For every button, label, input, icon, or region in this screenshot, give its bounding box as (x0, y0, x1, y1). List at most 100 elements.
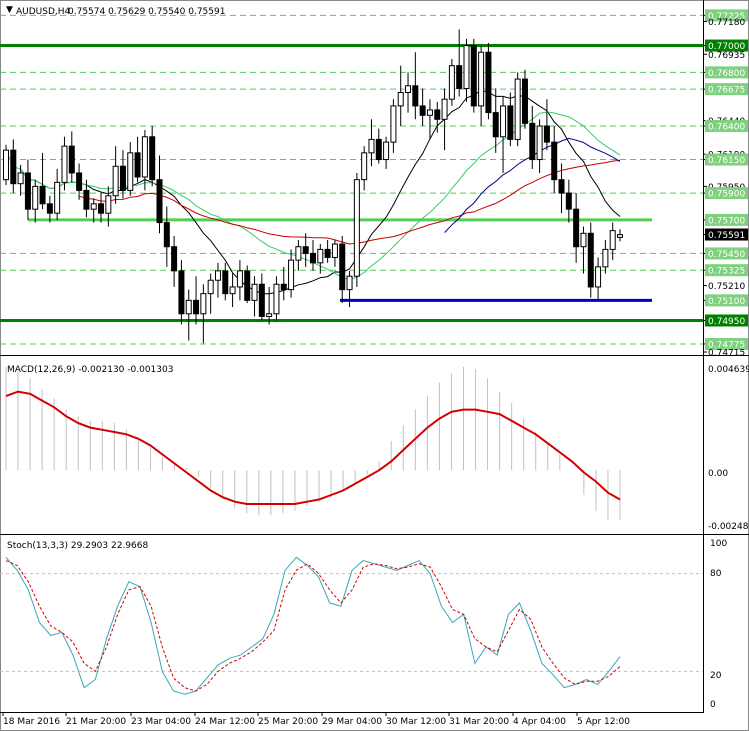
candle (478, 45, 485, 127)
candle (83, 179, 90, 218)
price-tag-text: 0.75325 (708, 267, 745, 277)
candle (105, 186, 112, 227)
price-tag: 0.76800 (705, 66, 748, 79)
candle (602, 240, 609, 274)
candle (390, 99, 397, 153)
candle (156, 155, 163, 234)
candle (492, 88, 499, 153)
price-tag: 0.75900 (705, 187, 748, 200)
price-tag-text: 0.76150 (708, 156, 745, 166)
macd-indicator (5, 366, 621, 520)
candle (426, 99, 433, 140)
candle (595, 257, 602, 301)
candle (456, 29, 463, 97)
candle (236, 260, 243, 301)
candle (39, 152, 46, 210)
price-label: 0.77180 (708, 18, 745, 28)
stoch-main-line (5, 556, 621, 695)
candle (448, 58, 455, 106)
candle (251, 276, 258, 317)
candle (368, 119, 375, 167)
price-tag: 0.75450 (705, 247, 748, 260)
time-label: 21 Mar 20:00 (66, 717, 126, 727)
macd-signal-line (5, 390, 621, 505)
stoch-signal-line (5, 560, 621, 692)
candle (463, 38, 470, 102)
candle (178, 260, 185, 325)
candle (163, 206, 170, 267)
candle (441, 88, 448, 151)
time-label: 30 Mar 12:00 (386, 717, 446, 727)
candle (193, 276, 200, 325)
price-tag: 0.76400 (705, 120, 748, 133)
stochastic-panel[interactable]: Stoch(13,3,3) 29.2903 22.9668 100 80 20 … (0, 539, 727, 710)
ma-long-line (78, 159, 621, 245)
price-tag: 0.77000 (705, 39, 748, 52)
candle (134, 136, 141, 183)
candle (514, 72, 521, 147)
candle (288, 249, 295, 298)
time-label: 23 Mar 04:00 (131, 717, 191, 727)
price-tag: 0.75591 (705, 228, 748, 241)
candle (200, 284, 207, 344)
time-label: 29 Mar 04:00 (322, 717, 382, 727)
price-tag-text: 0.76400 (708, 123, 745, 133)
candle (207, 273, 214, 314)
candle (258, 273, 265, 321)
candle (10, 139, 17, 194)
time-label: 5 Apr 12:00 (577, 717, 630, 727)
price-tag-text: 0.75100 (708, 297, 745, 307)
price-tag: 0.74950 (705, 314, 748, 327)
candle (565, 179, 572, 223)
time-label: 18 Mar 2016 (3, 717, 60, 727)
candle (244, 265, 251, 304)
candle (119, 150, 126, 199)
price-tag-text: 0.75700 (708, 216, 745, 226)
candle (317, 244, 324, 274)
candle (405, 72, 412, 113)
price-label: 0.76935 (708, 51, 745, 61)
candle (17, 164, 24, 196)
candle (573, 193, 580, 263)
price-grid-levels (0, 14, 703, 345)
time-label: 25 Mar 20:00 (258, 717, 318, 727)
candle (383, 136, 390, 169)
price-candles (3, 29, 623, 344)
candle (485, 42, 492, 120)
candle (397, 65, 404, 127)
candle (76, 163, 83, 200)
candle (24, 159, 31, 220)
dropdown-arrow-icon[interactable]: ▼ (6, 5, 13, 15)
candle (185, 289, 192, 341)
candle (222, 262, 229, 301)
candle (149, 126, 156, 187)
candle (617, 229, 623, 242)
price-tag-text: 0.75450 (708, 250, 745, 260)
candle (171, 235, 178, 287)
candle (558, 163, 565, 214)
price-tag: 0.77225 (705, 9, 748, 22)
candle (339, 235, 346, 304)
price-tag: 0.74775 (705, 337, 748, 350)
candle (412, 52, 419, 120)
stoch-level-100: 100 (710, 539, 727, 549)
symbol-label: AUDUSD,H4 (16, 7, 71, 17)
candle (587, 222, 594, 298)
stochastic-indicator (0, 556, 703, 695)
candle (54, 168, 61, 220)
price-tag: 0.75100 (705, 294, 748, 307)
macd-panel[interactable]: MACD(12,26,9) -0.002130 -0.001303 0.0046… (5, 365, 749, 532)
time-label: 24 Mar 12:00 (195, 717, 255, 727)
price-tag-text: 0.75591 (708, 231, 745, 241)
candle (609, 222, 616, 261)
candle (324, 240, 331, 263)
macd-level-top: 0.004639 (708, 365, 749, 375)
price-tag: 0.75700 (705, 213, 748, 226)
candle (141, 130, 148, 191)
candle (529, 105, 536, 169)
price-tag: 0.75325 (705, 264, 748, 277)
stoch-level-80: 80 (710, 569, 722, 579)
